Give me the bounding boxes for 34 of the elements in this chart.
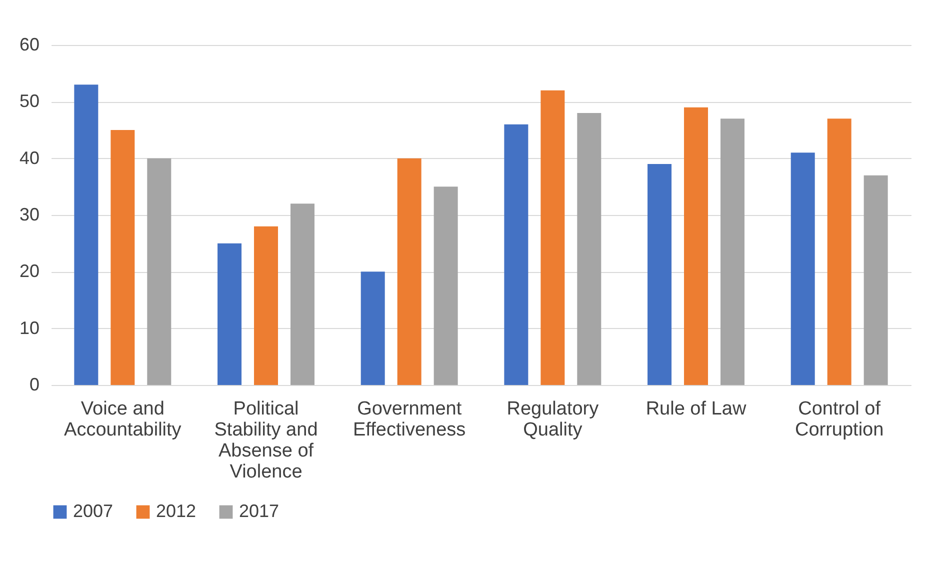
bar [827, 118, 852, 385]
legend-label: 2012 [156, 501, 196, 521]
bar [147, 158, 172, 385]
bar [577, 113, 602, 385]
bar [110, 130, 135, 385]
x-tick-label: Rule of Law [646, 398, 746, 420]
y-tick-label: 40 [19, 148, 40, 168]
legend-label: 2017 [239, 501, 280, 521]
bar [790, 152, 815, 385]
bar [864, 175, 888, 385]
y-tick-label: 10 [19, 318, 40, 338]
bar [218, 243, 242, 385]
bar [360, 272, 385, 385]
bar [648, 164, 672, 385]
bar [504, 124, 528, 385]
bar [74, 84, 98, 385]
bar [684, 107, 708, 385]
bar [254, 226, 278, 385]
legend-label: 2007 [73, 501, 114, 521]
x-tick-label: Political Stability and Absense of Violence [214, 398, 318, 482]
bar [290, 204, 314, 385]
x-tick-label: Control of Corruption [794, 398, 884, 440]
y-tick-label: 20 [19, 261, 40, 282]
y-tick-label: 0 [29, 374, 40, 394]
bar [434, 186, 458, 385]
bar [540, 90, 565, 385]
y-tick-label: 50 [19, 91, 40, 112]
x-tick-label: Government Effectiveness [353, 398, 466, 440]
bar [720, 118, 744, 385]
x-tick-label: Regulatory Quality [506, 398, 600, 440]
y-tick-label: 60 [19, 34, 40, 54]
bar [397, 158, 422, 385]
x-tick-label: Voice and Accountability [64, 398, 182, 440]
y-tick-label: 30 [19, 204, 40, 224]
